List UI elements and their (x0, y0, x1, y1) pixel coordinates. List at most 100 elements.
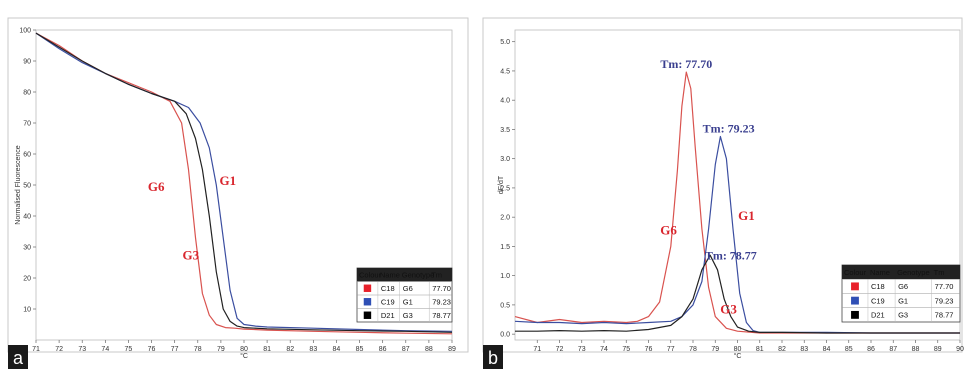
legend-cell: 77.70 (432, 284, 451, 293)
x-tick-label: 78 (689, 346, 697, 353)
legend-cell: D21 (381, 311, 395, 320)
x-tick-label: 86 (379, 346, 387, 353)
legend-swatch (363, 298, 372, 306)
annotations: G6 G1 G3 (148, 173, 236, 262)
x-tick-label: 83 (800, 346, 808, 353)
x-tick-label: 71 (533, 346, 541, 353)
x-tick-label: 84 (333, 346, 341, 353)
x-tick-label: 83 (309, 346, 317, 353)
legend-header: Name (380, 270, 400, 279)
x-tick-label: 78 (194, 346, 202, 353)
x-tick-label: 71 (32, 346, 40, 353)
legend-swatch (851, 310, 859, 319)
legend-swatch (851, 296, 859, 305)
y-axis-label: Normalised Fluorescence (15, 145, 22, 224)
x-tick-label: 72 (556, 346, 564, 353)
y-tick-label: 1.5 (500, 244, 510, 251)
legend-header: Genotype (897, 268, 930, 277)
legend-cell: G6 (403, 284, 413, 293)
tm-annotation: Tm: 78.77 (705, 248, 757, 262)
legend-cell: G6 (898, 282, 908, 291)
x-tick-label: 73 (578, 346, 586, 353)
legend-cell: C19 (381, 297, 395, 306)
legend-cell: C18 (381, 284, 395, 293)
x-axis-label: °C (734, 352, 742, 360)
x-tick-label: 74 (101, 346, 109, 353)
legend-cell: 77.70 (935, 282, 954, 291)
x-tick-label: 77 (171, 346, 179, 353)
legend-swatch (363, 311, 372, 319)
legend-header: Genotype (402, 270, 435, 279)
y-tick-label: 20 (23, 276, 31, 283)
series-lines (514, 71, 960, 334)
y-tick-label: 30 (23, 245, 31, 252)
tm-annotation: Tm: 79.23 (703, 121, 755, 135)
x-tick-label: 82 (778, 346, 786, 353)
x-tick-label: 89 (448, 346, 456, 353)
legend-header: Colour (844, 268, 867, 277)
genotype-annotation: G6 (660, 223, 677, 238)
x-tick-label: 72 (55, 346, 63, 353)
legend-cell: C19 (871, 296, 885, 305)
panel-a: 71 72 73 74 75 76 77 78 79 80 81 82 83 84 85 86 87 88 89 10… (7, 17, 469, 369)
x-tick-label: 75 (125, 346, 133, 353)
panel-label: a (13, 348, 24, 368)
x-tick-label: 88 (912, 346, 920, 353)
y-tick-label: 40 (23, 214, 31, 221)
x-tick-label: 90 (956, 346, 964, 353)
y-tick-label: 2.0 (500, 215, 510, 222)
x-tick-label: 89 (934, 346, 942, 353)
legend-cell: 79.23 (432, 297, 451, 306)
genotype-annotation: G3 (720, 302, 737, 317)
y-tick-label: 70 (23, 121, 31, 128)
panel-frame (7, 17, 469, 353)
series-line-d21 (515, 254, 960, 334)
x-tick-label: 85 (845, 346, 853, 353)
x-tick-label: 76 (148, 346, 156, 353)
legend-cell: G1 (898, 296, 908, 305)
legend-cell: G3 (403, 311, 413, 320)
legend-header-bg (842, 265, 960, 280)
genotype-annotation: G3 (183, 247, 200, 262)
panel-label-box (8, 345, 28, 369)
y-tick-label: 10 (23, 307, 31, 314)
legend-swatch (363, 284, 372, 292)
genotype-annotation: G1 (738, 208, 755, 223)
x-tick-label: 74 (600, 346, 608, 353)
x-tick-label: 80 (240, 346, 248, 353)
y-ticks: 0.0 0.5 1.0 1.5 2.0 2.5 3.0 3.5 4.0 4.5 5.0 (500, 39, 515, 339)
x-tick-label: 87 (402, 346, 410, 353)
legend-header: Tm (431, 270, 442, 279)
y-tick-label: 1.0 (500, 273, 510, 280)
legend-cell: D21 (871, 311, 885, 320)
y-tick-label: 60 (23, 152, 31, 159)
panel-b: 71 72 73 74 75 76 77 78 79 80 81 82 83 84 85 86 87 88 89 90… (482, 17, 964, 369)
x-tick-label: 77 (667, 346, 675, 353)
x-tick-label: 82 (286, 346, 294, 353)
legend-header: Name (870, 268, 890, 277)
legend-header: Colour (359, 270, 382, 279)
x-tick-label: 79 (711, 346, 719, 353)
legend-cell: 78.77 (432, 311, 451, 320)
series-line-d21 (35, 32, 453, 333)
x-tick-label: 76 (645, 346, 653, 353)
panel-frame (482, 17, 963, 353)
x-tick-label: 87 (889, 346, 897, 353)
x-tick-label: 86 (867, 346, 875, 353)
legend-cell: G1 (403, 297, 413, 306)
y-tick-label: 80 (23, 90, 31, 97)
genotype-annotation: G1 (220, 173, 237, 188)
y-tick-label: 5.0 (500, 39, 510, 46)
panel-label-box (483, 345, 503, 369)
legend-swatch (851, 282, 859, 291)
genotype-annotation: G6 (148, 179, 165, 194)
y-tick-label: 90 (23, 59, 31, 66)
legend-header-bg (357, 268, 452, 282)
x-tick-label: 79 (217, 346, 225, 353)
x-tick-label: 81 (263, 346, 271, 353)
legend-cell: G3 (898, 311, 908, 320)
y-tick-label: 50 (23, 183, 31, 190)
y-ticks: 10 20 30 40 50 60 70 80 90 100 (19, 28, 36, 314)
